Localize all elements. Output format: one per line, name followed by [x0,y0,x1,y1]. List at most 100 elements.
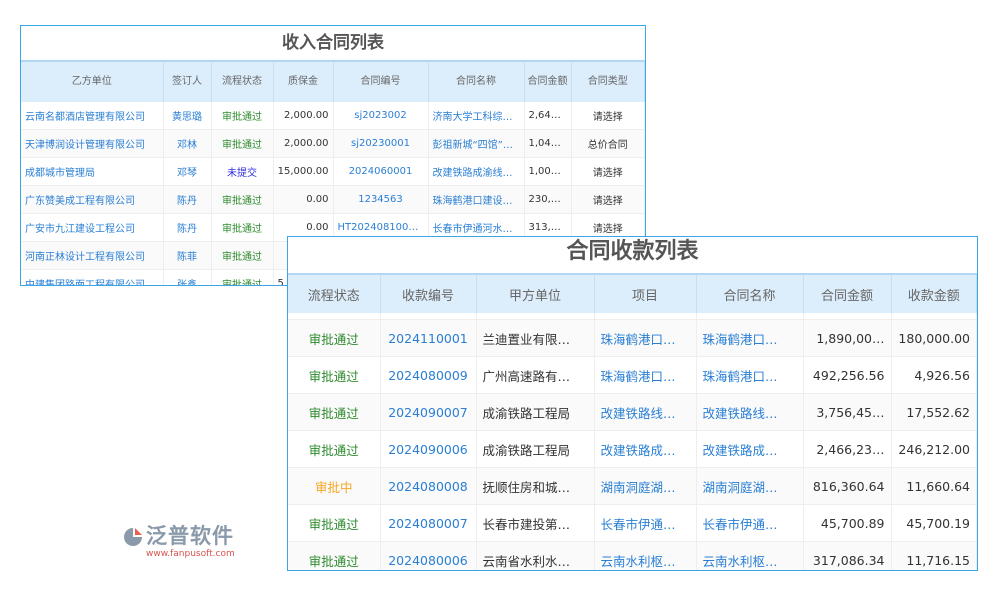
column-header[interactable]: 合同名称 [428,60,525,102]
cell-2: 成渝铁路工程局 [476,393,595,431]
column-header[interactable]: 收款编号 [380,273,477,313]
table-row[interactable]: 广东赞美成工程有限公司 陈丹 审批通过 0.00 1234563 珠海鹤港口建设… 230,… [21,185,645,214]
column-header[interactable]: 收款金额 [891,273,977,313]
column-header[interactable]: 合同金额 [803,273,892,313]
cell-0[interactable]: 天津博润设计管理有限公司 [21,129,164,158]
column-header[interactable]: 合同金额 [524,60,572,102]
column-header[interactable]: 合同类型 [571,60,645,102]
column-header[interactable]: 项目 [594,273,697,313]
column-header[interactable]: 质保金 [273,60,334,102]
cell-5: 3,756,45… [803,393,892,431]
table-row[interactable]: 审批通过 2024080007 长春市建投第… 长春市伊通… 长春市伊通… 45,700.… [288,504,977,542]
contract-receipt-list-panel: 合同收款列表 流程状态 收款编号 甲方单位 项目 合同名称 合同金额 收款金额 审批通过 20… [287,236,978,571]
table-row[interactable]: 广安市九江建设工程公司 陈丹 审批通过 0.00 HT2024081000… 长春市伊通河… [21,213,645,242]
cell-5: 492,256.56 [803,356,892,394]
logo-url: www.fanpusoft.com [146,549,235,559]
cell-6: 2,64… [524,102,572,130]
table-row[interactable]: 审批通过 2024090007 成渝铁路工程局 改建铁路线… 改建铁路线… 3,756,4… [288,393,977,431]
table-row[interactable]: 审批通过 2024090006 成渝铁路工程局 改建铁路成… 改建铁路成… 2,466,2… [288,430,977,468]
cell-1[interactable]: 2024080008 [380,467,477,505]
table-row[interactable]: 天津博润设计管理有限公司 邓林 审批通过 2,000.00 sj20230001 彭祖新城… [21,129,645,158]
cell-4[interactable]: 1234563 [333,185,429,214]
cell-2: 成渝铁路工程局 [476,430,595,468]
column-header[interactable]: 甲方单位 [476,273,595,313]
cell-1: 邓琴 [163,157,212,186]
cell-5: 45,700.89 [803,504,892,542]
cell-1[interactable]: 2024080009 [380,356,477,394]
logo-mark-icon [124,528,142,546]
cell-3[interactable]: 珠海鹤港口… [594,356,697,394]
cell-3[interactable]: 改建铁路线… [594,393,697,431]
cell-4[interactable]: 2024060001 [333,157,429,186]
cell-6: 17,552.62 [891,393,977,431]
cell-7: 请选择 [571,185,645,214]
cell-5: 2,466,23… [803,430,892,468]
column-header[interactable]: 签订人 [163,60,212,102]
table-row[interactable]: 云南名都酒店管理有限公司 黄思璐 审批通过 2,000.00 sj2023002 济南大学… [21,102,645,130]
cell-4[interactable]: sj20230001 [333,129,429,158]
cell-5[interactable]: 改建铁路成渝线… [428,157,525,186]
cell-0[interactable]: 中建集团路面工程有限公司 [21,269,164,285]
table-row[interactable]: 审批通过 2024110001 兰迪置业有限… 珠海鹤港口… 珠海鹤港口… 1,890,0… [288,319,977,357]
column-header[interactable]: 合同名称 [696,273,804,313]
cell-6: 246,212.00 [891,430,977,468]
cell-4[interactable]: 长春市伊通… [696,504,804,542]
cell-6: 1,00… [524,157,572,186]
cell-4[interactable]: 珠海鹤港口… [696,356,804,394]
table-row[interactable]: 审批中 2024080008 抚顺住房和城… 湖南洞庭湖… 湖南洞庭湖… 816,360.… [288,467,977,505]
cell-1: 陈菲 [163,241,212,270]
cell-1[interactable]: 2024110001 [380,319,477,357]
cell-6: 180,000.00 [891,319,977,357]
cell-3[interactable]: 改建铁路成… [594,430,697,468]
cell-7: 总价合同 [571,129,645,158]
cell-1[interactable]: 2024090007 [380,393,477,431]
cell-1: 黄思璐 [163,102,212,130]
cell-0[interactable]: 成都城市管理局 [21,157,164,186]
cell-4[interactable]: 云南水利枢… [696,541,804,570]
cell-3[interactable]: 云南水利枢… [594,541,697,570]
cell-3[interactable]: 珠海鹤港口… [594,319,697,357]
cell-2: 抚顺住房和城… [476,467,595,505]
cell-3[interactable]: 湖南洞庭湖… [594,467,697,505]
table-row[interactable]: 成都城市管理局 邓琴 未提交 15,000.00 2024060001 改建铁路成渝线… 1… [21,157,645,186]
cell-3: 2,000.00 [273,129,334,158]
cell-1[interactable]: 2024080007 [380,504,477,542]
panel-title: 收入合同列表 [282,33,384,53]
column-header[interactable]: 乙方单位 [21,60,164,102]
cell-1[interactable]: 2024090006 [380,430,477,468]
cell-4[interactable]: sj2023002 [333,102,429,130]
cell-5[interactable]: 珠海鹤港口建设… [428,185,525,214]
cell-6: 11,716.15 [891,541,977,570]
cell-4[interactable]: 改建铁路成… [696,430,804,468]
cell-5[interactable]: 济南大学工科综… [428,102,525,130]
cell-0[interactable]: 河南正林设计工程有限公司 [21,241,164,270]
cell-2: 审批通过 [211,102,274,130]
cell-5[interactable]: 彭祖新城“四馆”… [428,129,525,158]
cell-7: 请选择 [571,157,645,186]
table-row[interactable]: 审批通过 2024080006 云南省水利水… 云南水利枢… 云南水利枢… 317,086… [288,541,977,570]
cell-3[interactable]: 长春市伊通… [594,504,697,542]
cell-4[interactable]: 珠海鹤港口… [696,319,804,357]
cell-0[interactable]: 广安市九江建设工程公司 [21,213,164,242]
cell-2: 审批通过 [211,241,274,270]
column-header[interactable]: 流程状态 [288,273,381,313]
cell-1[interactable]: 2024080006 [380,541,477,570]
cell-0: 审批中 [288,467,381,505]
cell-2: 未提交 [211,157,274,186]
panel-title: 合同收款列表 [566,239,699,264]
cell-0[interactable]: 云南名都酒店管理有限公司 [21,102,164,130]
cell-0: 审批通过 [288,541,381,570]
cell-2: 审批通过 [211,129,274,158]
column-header[interactable]: 合同编号 [333,60,429,102]
cell-0[interactable]: 广东赞美成工程有限公司 [21,185,164,214]
cell-2: 审批通过 [211,213,274,242]
cell-2: 审批通过 [211,269,274,285]
cell-2: 审批通过 [211,185,274,214]
cell-2: 长春市建投第… [476,504,595,542]
cell-4[interactable]: 湖南洞庭湖… [696,467,804,505]
column-header[interactable]: 流程状态 [211,60,274,102]
cell-5: 816,360.64 [803,467,892,505]
cell-6: 1,04… [524,129,572,158]
table-row[interactable]: 审批通过 2024080009 广州高速路有… 珠海鹤港口… 珠海鹤港口… 492,256… [288,356,977,394]
cell-4[interactable]: 改建铁路线… [696,393,804,431]
